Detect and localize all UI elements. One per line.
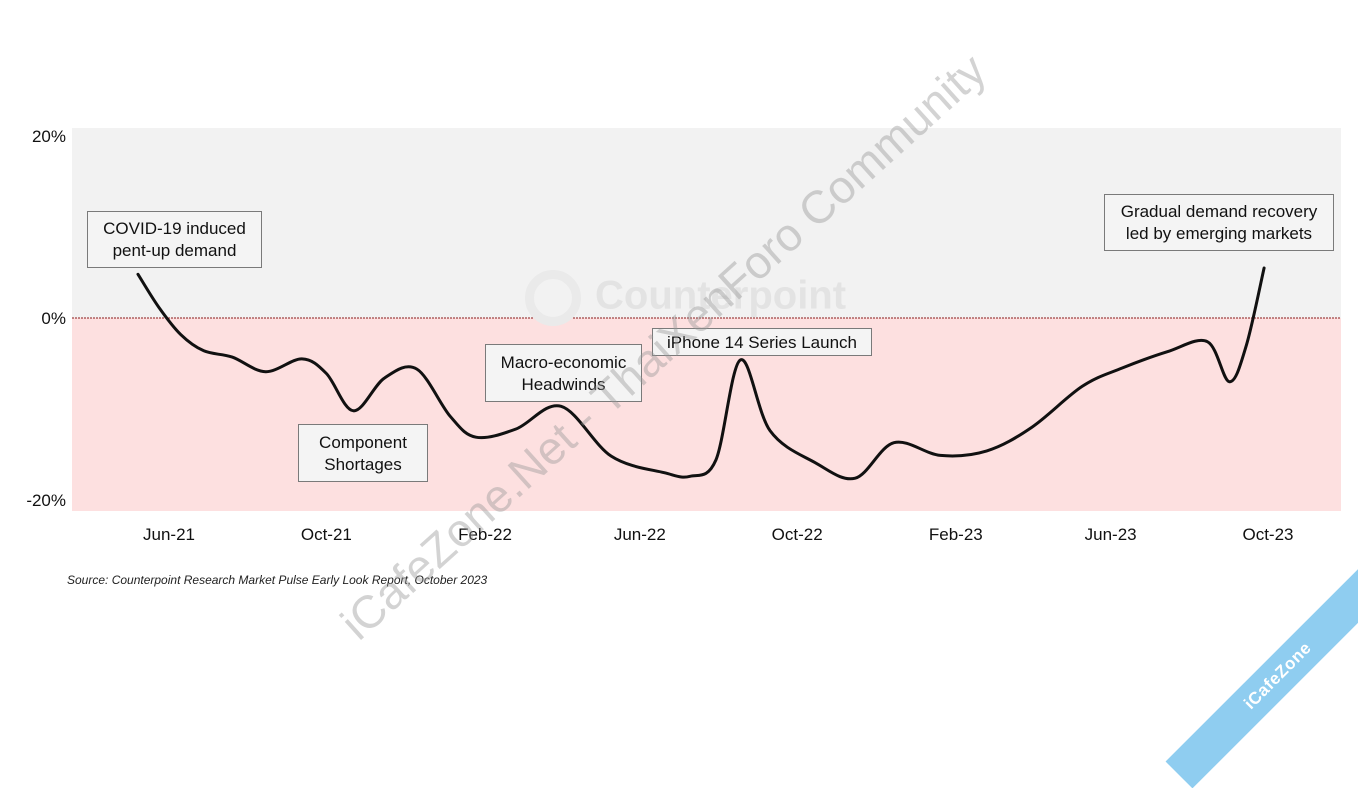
- y-tick-label: -20%: [26, 491, 66, 510]
- x-tick-label: Jun-22: [614, 525, 666, 544]
- line-chart: 20% 0% -20% Jun-21 Oct-21 Feb-22 Jun-22 Oct-22…: [26, 127, 1341, 544]
- annotation-component-shortages: Component Shortages: [298, 424, 428, 482]
- x-tick-label: Oct-21: [301, 525, 352, 544]
- x-tick-label: Feb-22: [458, 525, 512, 544]
- annotation-line: COVID-19 induced: [103, 219, 246, 238]
- annotation-line: pent-up demand: [112, 241, 237, 260]
- x-tick-label: Jun-21: [143, 525, 195, 544]
- annotation-macro-headwinds: Macro-economic Headwinds: [485, 344, 642, 402]
- y-tick-label: 20%: [32, 127, 66, 146]
- annotation-line: Shortages: [324, 455, 402, 474]
- x-tick-label: Oct-22: [772, 525, 823, 544]
- series-line: [136, 266, 1266, 481]
- x-tick-label: Feb-23: [929, 525, 983, 544]
- annotation-line: Headwinds: [521, 375, 606, 394]
- annotation-line: led by emerging markets: [1125, 224, 1313, 243]
- annotation-covid: COVID-19 induced pent-up demand: [87, 211, 262, 268]
- annotation-iphone14: iPhone 14 Series Launch: [652, 328, 872, 356]
- annotation-line: Component: [319, 433, 407, 452]
- annotation-line: Gradual demand recovery: [1120, 202, 1318, 221]
- y-axis: 20% 0% -20%: [26, 127, 66, 510]
- y-tick-label: 0%: [41, 309, 66, 328]
- source-note: Source: Counterpoint Research Market Pul…: [67, 573, 488, 587]
- x-axis: Jun-21 Oct-21 Feb-22 Jun-22 Oct-22 Feb-23 Jun-…: [143, 525, 1294, 544]
- annotation-line: Macro-economic: [500, 353, 627, 372]
- annotation-line: iPhone 14 Series Launch: [667, 333, 857, 352]
- x-tick-label: Jun-23: [1085, 525, 1137, 544]
- x-tick-label: Oct-23: [1242, 525, 1293, 544]
- annotation-recovery: Gradual demand recovery led by emerging …: [1104, 194, 1334, 251]
